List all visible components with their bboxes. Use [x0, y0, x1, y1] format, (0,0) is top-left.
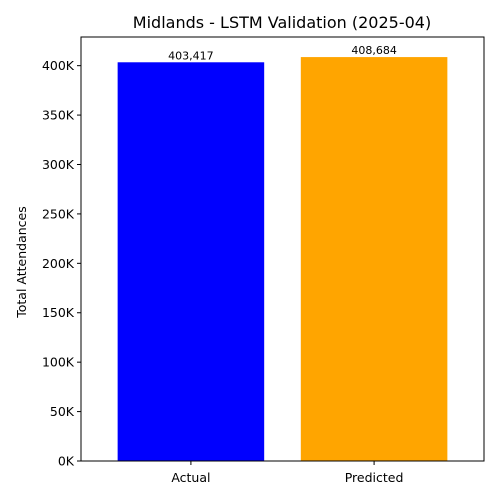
y-tick-label: 50K [50, 404, 75, 419]
bar-predicted [300, 57, 448, 461]
y-tick-label: 100K [42, 355, 75, 370]
y-tick-label: 300K [42, 157, 75, 172]
plot-frame [80, 36, 485, 462]
chart-title: Midlands - LSTM Validation (2025-04) [133, 13, 431, 32]
y-tick-label: 150K [42, 305, 75, 320]
y-tick-label: 200K [42, 256, 75, 271]
y-axis: 0K 50K 100K 150K 200K 250K 300K 350K 400K [42, 58, 81, 469]
bar-actual [117, 62, 265, 462]
data-labels-group: 403,417 408,684 [168, 44, 397, 62]
bars-group [117, 57, 448, 462]
x-axis: Actual Predicted [171, 461, 403, 485]
x-tick-label-predicted: Predicted [345, 470, 404, 485]
y-tick-label: 400K [42, 58, 75, 73]
data-label-actual: 403,417 [168, 49, 214, 62]
y-tick-label: 250K [42, 206, 75, 221]
y-tick-label: 350K [42, 108, 75, 123]
y-tick-label: 0K [58, 454, 75, 469]
y-axis-label: Total Attendances [14, 206, 29, 319]
data-label-predicted: 408,684 [351, 44, 397, 57]
x-tick-label-actual: Actual [171, 470, 210, 485]
